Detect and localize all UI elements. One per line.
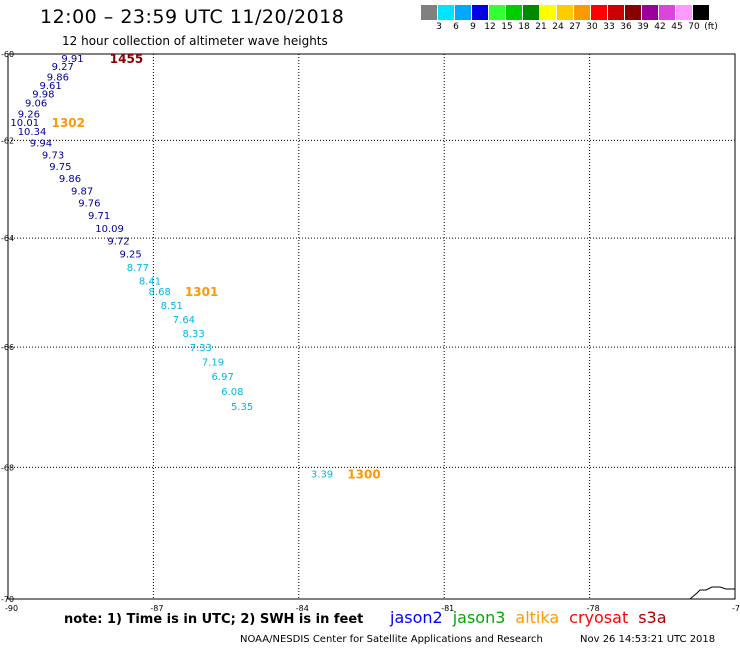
legend-swatch xyxy=(472,5,489,20)
legend-swatch xyxy=(506,5,523,20)
longitude-tick-label: -90 xyxy=(5,604,18,613)
satellite-name-cryosat: cryosat xyxy=(569,608,629,627)
satellite-legend: jason2 jason3 altika cryosat s3a xyxy=(390,608,677,627)
legend-label: 21 xyxy=(535,22,547,32)
legend-label: 45 xyxy=(671,22,683,32)
map-title: 12:00 – 23:59 UTC 11/20/2018 xyxy=(40,6,345,28)
legend-labels: 3 6 9 12 15 18 21 24 27 30 33 36 39 42 45 70 (ft) xyxy=(421,20,718,34)
pass-time-label: 1455 xyxy=(110,52,143,66)
pass-time-label: 1302 xyxy=(52,116,85,130)
legend-label: 39 xyxy=(637,22,649,32)
latitude-tick-label: -62 xyxy=(1,136,14,145)
satellite-name-altika: altika xyxy=(515,608,560,627)
wave-height-value: 9.87 xyxy=(71,186,93,197)
wave-height-value: 9.25 xyxy=(119,250,141,261)
legend-swatch xyxy=(489,5,506,20)
wave-height-value: 8.41 xyxy=(139,276,161,287)
longitude-tick-label: -75 xyxy=(732,604,740,613)
legend-swatch xyxy=(608,5,625,20)
legend-swatch xyxy=(591,5,608,20)
pass-time-label: 1300 xyxy=(347,468,380,482)
wave-height-value: 9.06 xyxy=(25,98,47,109)
latitude-tick-label: -70 xyxy=(1,595,14,604)
map-subtitle: 12 hour collection of altimeter wave hei… xyxy=(62,34,328,48)
legend-swatch xyxy=(540,5,557,20)
wave-height-value: 8.33 xyxy=(182,329,204,340)
wave-height-value: 9.71 xyxy=(88,211,110,222)
satellite-name-s3a: s3a xyxy=(638,608,667,627)
color-scale-legend: 3 6 9 12 15 18 21 24 27 30 33 36 39 42 45 70 (ft) xyxy=(421,5,718,34)
wave-height-value: 9.73 xyxy=(42,150,64,161)
legend-label: 9 xyxy=(470,22,476,32)
legend-swatch xyxy=(625,5,642,20)
generated-timestamp: Nov 26 14:53:21 UTC 2018 xyxy=(580,634,716,645)
wave-height-value: 9.98 xyxy=(32,90,54,101)
legend-swatch xyxy=(523,5,540,20)
legend-swatch xyxy=(574,5,591,20)
coastline xyxy=(689,586,735,600)
legend-label: 12 xyxy=(484,22,496,32)
wave-height-value: 9.26 xyxy=(18,109,40,120)
legend-label: 3 xyxy=(436,22,442,32)
satellite-name-jason2: jason2 xyxy=(390,608,443,627)
wave-height-value: 6.97 xyxy=(212,372,234,383)
longitude-tick-label: -84 xyxy=(296,604,309,613)
legend-swatch xyxy=(659,5,676,20)
longitude-tick-label: -78 xyxy=(587,604,600,613)
wave-height-value: 10.09 xyxy=(95,224,124,235)
wave-height-value: 9.27 xyxy=(52,62,74,73)
wave-height-value: 9.72 xyxy=(107,237,129,248)
legend-swatch xyxy=(693,5,710,20)
wave-height-value: 8.51 xyxy=(161,301,183,312)
wave-height-value: 9.76 xyxy=(78,199,100,210)
legend-swatch xyxy=(642,5,659,20)
footer-note: note: 1) Time is in UTC; 2) SWH is in fe… xyxy=(64,612,364,627)
legend-label: 15 xyxy=(501,22,513,32)
longitude-tick-label: -81 xyxy=(441,604,454,613)
legend-label: 36 xyxy=(620,22,632,32)
wave-height-value: 9.61 xyxy=(40,81,62,92)
satellite-name-jason3: jason3 xyxy=(452,608,506,627)
credit-text: NOAA/NESDIS Center for Satellite Applica… xyxy=(240,634,543,645)
wave-height-value: 10.01 xyxy=(10,118,39,129)
legend-label: 18 xyxy=(518,22,530,32)
wave-height-value: 10.34 xyxy=(18,127,47,138)
latitude-tick-label: -68 xyxy=(1,463,14,472)
wave-height-value: 3.39 xyxy=(311,470,333,481)
wave-height-value: 9.91 xyxy=(61,54,83,65)
map-frame xyxy=(7,53,736,600)
wave-height-value: 9.86 xyxy=(59,174,81,185)
latitude-tick-label: -66 xyxy=(1,343,14,352)
legend-label: (ft) xyxy=(704,22,718,32)
legend-label: 30 xyxy=(586,22,598,32)
wave-height-value: 9.75 xyxy=(49,162,71,173)
pass-time-label: 1301 xyxy=(185,285,218,299)
wave-height-value: 5.35 xyxy=(231,402,253,413)
legend-label: 42 xyxy=(654,22,666,32)
legend-swatch xyxy=(421,5,438,20)
legend-swatch xyxy=(557,5,574,20)
wave-height-value: 7.33 xyxy=(190,343,212,354)
legend-label: 24 xyxy=(552,22,564,32)
legend-swatch xyxy=(455,5,472,20)
wave-height-value: 9.94 xyxy=(30,139,52,150)
legend-swatch xyxy=(676,5,693,20)
wave-height-value: 7.19 xyxy=(202,358,224,369)
latitude-tick-label: -60 xyxy=(1,50,14,59)
latitude-tick-label: -64 xyxy=(1,234,14,243)
legend-swatches xyxy=(421,5,710,20)
wave-height-value: 6.08 xyxy=(221,387,243,398)
wave-height-value: 8.68 xyxy=(149,287,171,298)
wave-height-value: 9.86 xyxy=(47,73,69,84)
wave-height-value: 8.77 xyxy=(127,263,149,274)
legend-label: 6 xyxy=(453,22,459,32)
legend-label: 70 xyxy=(688,22,700,32)
longitude-tick-label: -87 xyxy=(150,604,163,613)
legend-swatch xyxy=(438,5,455,20)
wave-height-value: 7.64 xyxy=(173,315,195,326)
legend-label: 33 xyxy=(603,22,615,32)
legend-label: 27 xyxy=(569,22,581,32)
